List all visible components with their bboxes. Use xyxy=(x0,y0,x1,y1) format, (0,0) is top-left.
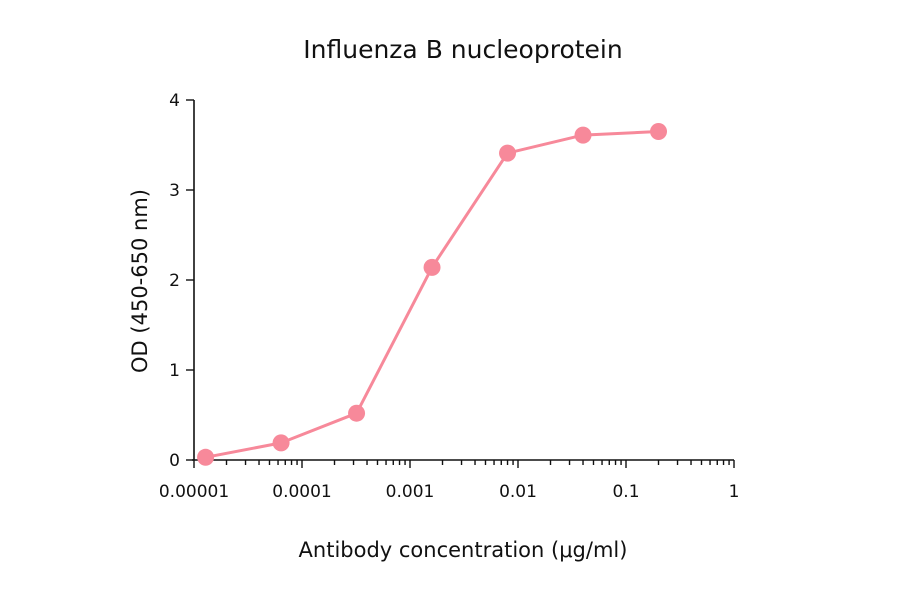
y-tick-label: 4 xyxy=(169,91,180,111)
x-tick-label: 0.001 xyxy=(386,482,435,502)
x-tick-label: 0.1 xyxy=(612,482,639,502)
data-point xyxy=(574,126,592,144)
data-point xyxy=(499,144,517,162)
data-point xyxy=(650,123,668,140)
y-tick-label: 3 xyxy=(169,181,180,201)
x-tick-label: 1 xyxy=(729,482,740,502)
y-tick-label: 1 xyxy=(169,361,180,381)
y-tick-label: 2 xyxy=(169,271,180,291)
data-point xyxy=(423,258,441,276)
x-ticks: 0.00001 0.0001 0.001 0.01 0.1 1 xyxy=(159,460,740,502)
chart-title: Influenza B nucleoprotein xyxy=(303,35,622,64)
axes xyxy=(192,100,734,461)
x-tick-label: 0.0001 xyxy=(272,482,331,502)
series-line xyxy=(205,130,659,459)
data-point xyxy=(272,434,290,452)
x-tick-label: 0.00001 xyxy=(159,482,229,502)
y-ticks: 0 1 2 3 4 xyxy=(169,91,194,471)
y-axis-label: OD (450-650 nm) xyxy=(128,189,152,373)
x-axis-label: Antibody concentration (μg/ml) xyxy=(299,538,628,562)
x-tick-label: 0.01 xyxy=(499,482,537,502)
data-point xyxy=(197,448,215,466)
data-point xyxy=(348,404,366,422)
y-tick-label: 0 xyxy=(169,451,180,471)
series-group xyxy=(197,123,668,466)
